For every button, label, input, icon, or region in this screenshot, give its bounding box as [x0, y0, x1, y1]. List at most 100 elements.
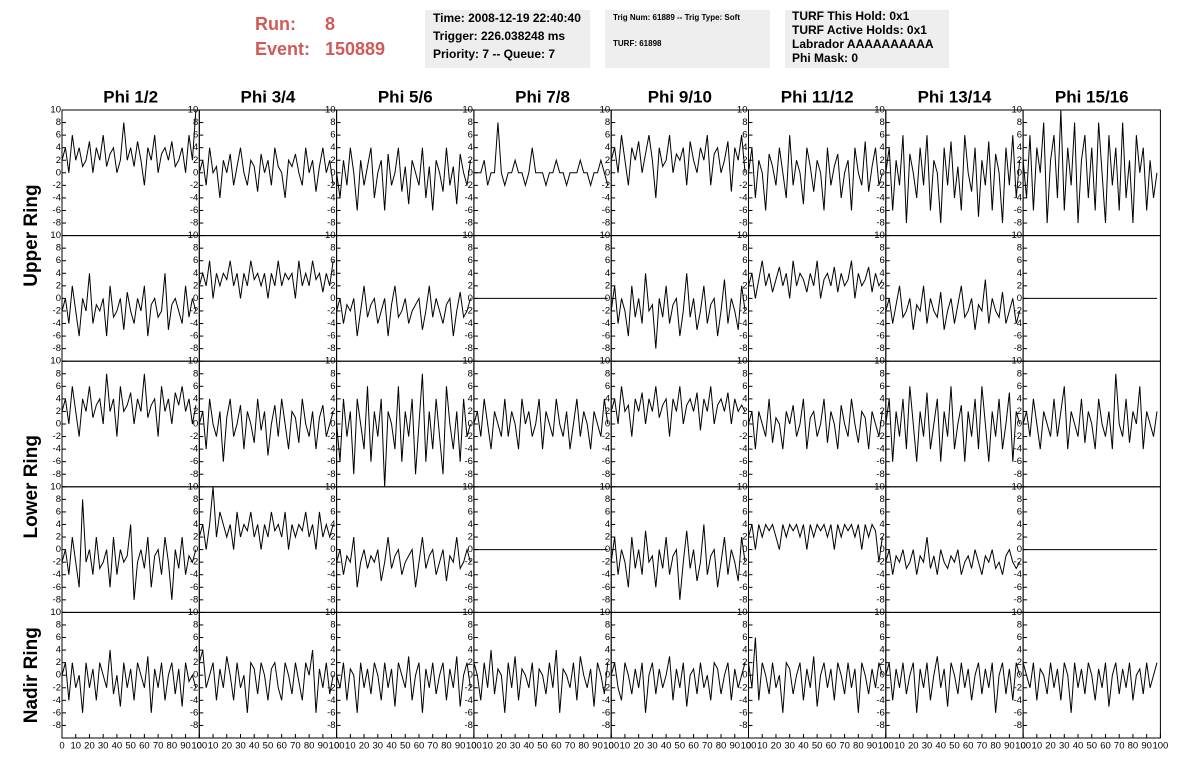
x-tick-label: 0: [1020, 741, 1025, 752]
x-tick-label: 20: [84, 741, 95, 752]
y-tick-label: -8: [190, 594, 198, 605]
y-tick-label: -8: [190, 469, 198, 480]
y-tick-label: -4: [190, 444, 198, 455]
y-tick-label: -4: [53, 695, 61, 706]
y-tick-label: 4: [742, 393, 747, 404]
y-tick-label: -2: [602, 557, 610, 568]
y-tick-label: -8: [53, 594, 61, 605]
x-tick-label: 100: [878, 741, 894, 752]
y-tick-label: -2: [876, 305, 884, 316]
y-tick-label: -2: [602, 431, 610, 442]
y-tick-label: -8: [739, 594, 747, 605]
y-tick-label: -6: [327, 582, 335, 593]
y-tick-label: 4: [880, 268, 885, 279]
y-tick-label: -4: [190, 318, 198, 329]
y-tick-label: 6: [1017, 506, 1022, 517]
y-tick-label: -6: [327, 707, 335, 718]
y-tick-label: -4: [53, 192, 61, 203]
y-tick-label: -4: [739, 695, 747, 706]
x-tick-label: 70: [839, 741, 850, 752]
y-tick-label: -8: [190, 343, 198, 354]
y-tick-label: -8: [602, 720, 610, 731]
y-tick-label: 8: [330, 494, 335, 505]
y-tick-label: 0: [880, 167, 885, 178]
y-tick-label: -2: [464, 682, 472, 693]
y-tick-label: 6: [880, 381, 885, 392]
y-tick-label: 2: [742, 155, 747, 166]
y-tick-label: -2: [739, 557, 747, 568]
row-title: Nadir Ring: [21, 627, 42, 723]
y-tick-label: 2: [1017, 280, 1022, 291]
y-tick-label: -4: [876, 318, 884, 329]
x-tick-label: 100: [1152, 741, 1168, 752]
y-tick-label: 4: [1017, 268, 1022, 279]
x-tick-label: 20: [496, 741, 507, 752]
y-tick-label: 2: [605, 280, 610, 291]
y-tick-label: 8: [1017, 117, 1022, 128]
y-tick-label: -2: [464, 431, 472, 442]
y-tick-label: 2: [880, 532, 885, 543]
y-tick-label: 2: [880, 406, 885, 417]
y-tick-label: -2: [464, 557, 472, 568]
y-tick-label: -6: [190, 205, 198, 216]
y-tick-label: 10: [462, 481, 473, 492]
y-tick-label: -8: [53, 218, 61, 229]
y-tick-label: 6: [56, 506, 61, 517]
waveform: [198, 486, 334, 550]
y-tick-label: -8: [1014, 594, 1022, 605]
y-tick-label: 8: [468, 494, 473, 505]
y-tick-label: -2: [739, 180, 747, 191]
y-tick-label: -6: [327, 456, 335, 467]
y-tick-label: -2: [190, 557, 198, 568]
waveform: [61, 499, 197, 600]
x-tick-label: 60: [139, 741, 150, 752]
y-tick-label: 10: [737, 230, 748, 241]
y-tick-label: 6: [56, 255, 61, 266]
y-tick-label: 2: [56, 532, 61, 543]
y-tick-label: -4: [327, 318, 335, 329]
y-tick-label: -4: [464, 569, 472, 580]
y-tick-label: -6: [190, 456, 198, 467]
x-tick-label: 90: [867, 741, 878, 752]
y-tick-label: -6: [53, 707, 61, 718]
y-tick-label: 4: [742, 268, 747, 279]
y-tick-label: 6: [330, 506, 335, 517]
y-tick-label: 10: [50, 607, 61, 618]
y-tick-label: 8: [330, 243, 335, 254]
y-tick-label: -6: [327, 205, 335, 216]
y-tick-label: 10: [325, 356, 336, 367]
y-tick-label: 6: [1017, 632, 1022, 643]
y-tick-label: 4: [605, 393, 610, 404]
x-tick-label: 40: [798, 741, 809, 752]
y-tick-label: 10: [462, 230, 473, 241]
y-tick-label: -8: [327, 720, 335, 731]
x-tick-label: 40: [249, 741, 260, 752]
turf-active: TURF Active Holds: 0x1: [792, 23, 927, 37]
y-tick-label: 2: [56, 280, 61, 291]
y-tick-label: -8: [464, 594, 472, 605]
y-tick-label: 8: [1017, 494, 1022, 505]
y-tick-label: 0: [605, 419, 610, 430]
y-tick-label: -6: [1014, 707, 1022, 718]
x-tick-label: 0: [609, 741, 614, 752]
y-tick-label: 6: [193, 381, 198, 392]
x-tick-label: 30: [98, 741, 109, 752]
y-tick-label: -2: [190, 431, 198, 442]
y-tick-label: -8: [464, 218, 472, 229]
y-tick-label: 6: [330, 130, 335, 141]
y-tick-label: -8: [190, 218, 198, 229]
y-tick-label: 10: [1012, 481, 1023, 492]
y-tick-label: 4: [468, 519, 473, 530]
x-tick-label: 50: [400, 741, 411, 752]
y-tick-label: -2: [1014, 305, 1022, 316]
y-tick-label: 8: [56, 117, 61, 128]
y-tick-label: -2: [53, 180, 61, 191]
y-tick-label: 2: [56, 155, 61, 166]
y-tick-label: 4: [56, 645, 61, 656]
x-tick-label: 0: [746, 741, 751, 752]
y-tick-label: -4: [464, 192, 472, 203]
x-tick-label: 0: [471, 741, 476, 752]
x-tick-label: 80: [990, 741, 1001, 752]
y-tick-label: 0: [56, 544, 61, 555]
waveform: [61, 109, 197, 186]
